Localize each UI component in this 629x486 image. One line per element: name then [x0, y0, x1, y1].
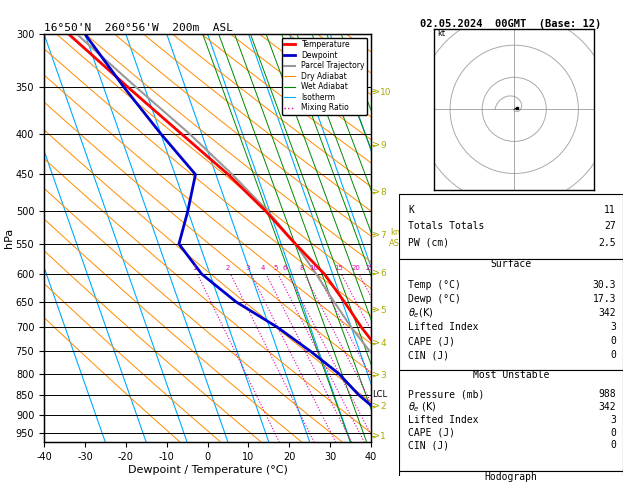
Text: 0: 0: [610, 428, 616, 437]
Text: Most Unstable: Most Unstable: [473, 370, 549, 380]
Text: 3: 3: [610, 415, 616, 425]
Text: CAPE (J): CAPE (J): [408, 428, 455, 437]
Text: 16°50'N  260°56'W  200m  ASL: 16°50'N 260°56'W 200m ASL: [44, 23, 233, 33]
Text: CIN (J): CIN (J): [408, 350, 450, 361]
Text: 8: 8: [299, 265, 304, 271]
Text: 1: 1: [192, 265, 197, 271]
Text: Temp (°C): Temp (°C): [408, 279, 461, 290]
Text: Pressure (mb): Pressure (mb): [408, 389, 485, 399]
Text: 2.5: 2.5: [598, 238, 616, 248]
Bar: [399, 369, 623, 471]
Text: 25: 25: [365, 265, 374, 271]
Text: >: >: [372, 338, 380, 348]
Text: Surface: Surface: [491, 260, 532, 269]
Text: Totals Totals: Totals Totals: [408, 222, 485, 231]
Text: >: >: [372, 400, 380, 411]
Text: PW (cm): PW (cm): [408, 238, 450, 248]
Text: 3: 3: [610, 322, 616, 332]
Y-axis label: km
ASL: km ASL: [389, 228, 405, 248]
Text: 27: 27: [604, 222, 616, 231]
Text: >: >: [372, 431, 380, 441]
Text: Mixing Ratio (g/kg): Mixing Ratio (g/kg): [409, 198, 418, 278]
Text: 4: 4: [261, 265, 265, 271]
Y-axis label: hPa: hPa: [4, 228, 14, 248]
Text: 0: 0: [610, 350, 616, 361]
Text: 30.3: 30.3: [593, 279, 616, 290]
Text: >: >: [372, 140, 380, 150]
Text: Lifted Index: Lifted Index: [408, 322, 479, 332]
Text: Lifted Index: Lifted Index: [408, 415, 479, 425]
Text: 20: 20: [352, 265, 360, 271]
Text: LCL: LCL: [372, 390, 387, 399]
Text: 2: 2: [226, 265, 230, 271]
Text: 10: 10: [309, 265, 319, 271]
Text: 342: 342: [598, 402, 616, 412]
Text: 15: 15: [334, 265, 343, 271]
Text: K: K: [408, 205, 415, 215]
Text: 6: 6: [283, 265, 287, 271]
Text: >: >: [372, 304, 380, 314]
Bar: [399, 259, 623, 369]
X-axis label: Dewpoint / Temperature (°C): Dewpoint / Temperature (°C): [128, 465, 287, 475]
Legend: Temperature, Dewpoint, Parcel Trajectory, Dry Adiabat, Wet Adiabat, Isotherm, Mi: Temperature, Dewpoint, Parcel Trajectory…: [282, 38, 367, 115]
Text: Hodograph: Hodograph: [484, 472, 538, 482]
Bar: [399, 471, 623, 486]
Text: 11: 11: [604, 205, 616, 215]
Text: 0: 0: [610, 440, 616, 451]
Text: >: >: [372, 229, 380, 240]
Text: 342: 342: [598, 308, 616, 318]
Text: >: >: [372, 268, 380, 278]
Text: 17.3: 17.3: [593, 294, 616, 304]
Text: CAPE (J): CAPE (J): [408, 336, 455, 346]
Text: 988: 988: [598, 389, 616, 399]
Text: >: >: [372, 370, 380, 380]
Text: >: >: [372, 87, 380, 96]
Text: 02.05.2024  00GMT  (Base: 12): 02.05.2024 00GMT (Base: 12): [420, 19, 602, 29]
Text: CIN (J): CIN (J): [408, 440, 450, 451]
Text: kt: kt: [437, 29, 445, 37]
Text: $\theta_e$(K): $\theta_e$(K): [408, 306, 434, 320]
Text: $\theta_e$ (K): $\theta_e$ (K): [408, 400, 437, 414]
Text: >: >: [372, 187, 380, 197]
Text: Dewp (°C): Dewp (°C): [408, 294, 461, 304]
Text: 0: 0: [610, 336, 616, 346]
Text: 3: 3: [246, 265, 250, 271]
Bar: [399, 194, 623, 259]
Text: 5: 5: [273, 265, 277, 271]
